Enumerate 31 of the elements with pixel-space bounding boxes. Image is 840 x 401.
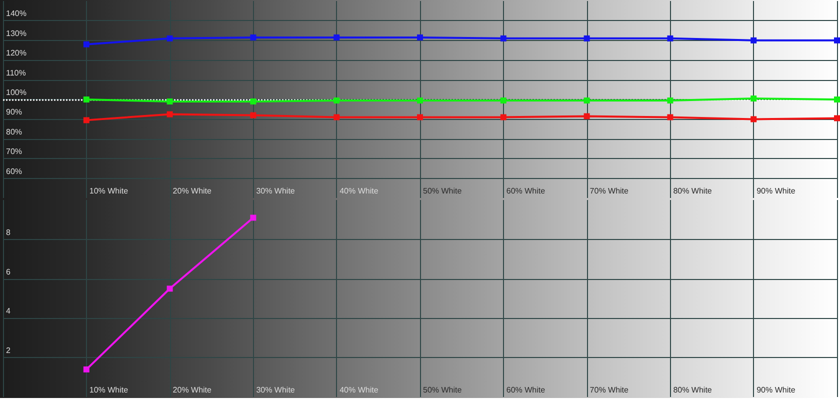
x-tick-label: 90% White [756,386,796,394]
x-tick-label: 60% White [506,186,546,196]
x-tick-label: 20% White [172,386,212,394]
y-tick-label: 140% [6,9,26,18]
x-tick-label: 10% White [89,186,129,196]
y-tick-label: 130% [6,28,26,38]
y-tick-label: 100% [6,88,26,97]
x-tick-label: 50% White [423,386,462,394]
x-tick-label: 30% White [256,186,296,196]
x-tick-label: 10% White [89,386,129,394]
x-tick-label: 40% White [340,386,379,394]
y-tick-label: 120% [6,48,26,58]
x-tick-label: 80% White [673,186,712,196]
x-tick-label: 70% White [590,386,630,394]
y-tick-label: 70% [6,147,22,156]
x-tick-label: 60% White [506,386,546,394]
x-tick-label: 50% White [423,186,462,196]
y-tick-label: 8 [6,228,11,237]
y-tick-label: 90% [6,108,22,117]
x-tick-label: 20% White [172,186,212,196]
y-tick-label: 4 [6,306,11,316]
x-tick-label: 80% White [673,386,712,394]
x-tick-label: 40% White [340,186,379,196]
x-tick-label: 90% White [756,186,796,196]
x-tick-label: 30% White [256,386,296,394]
x-tick-label: 70% White [590,186,630,196]
y-tick-label: 80% [6,127,22,136]
y-tick-label: 2 [6,346,11,356]
y-tick-label: 60% [6,166,22,176]
y-tick-label: 110% [6,68,26,78]
y-tick-label: 6 [6,267,11,276]
